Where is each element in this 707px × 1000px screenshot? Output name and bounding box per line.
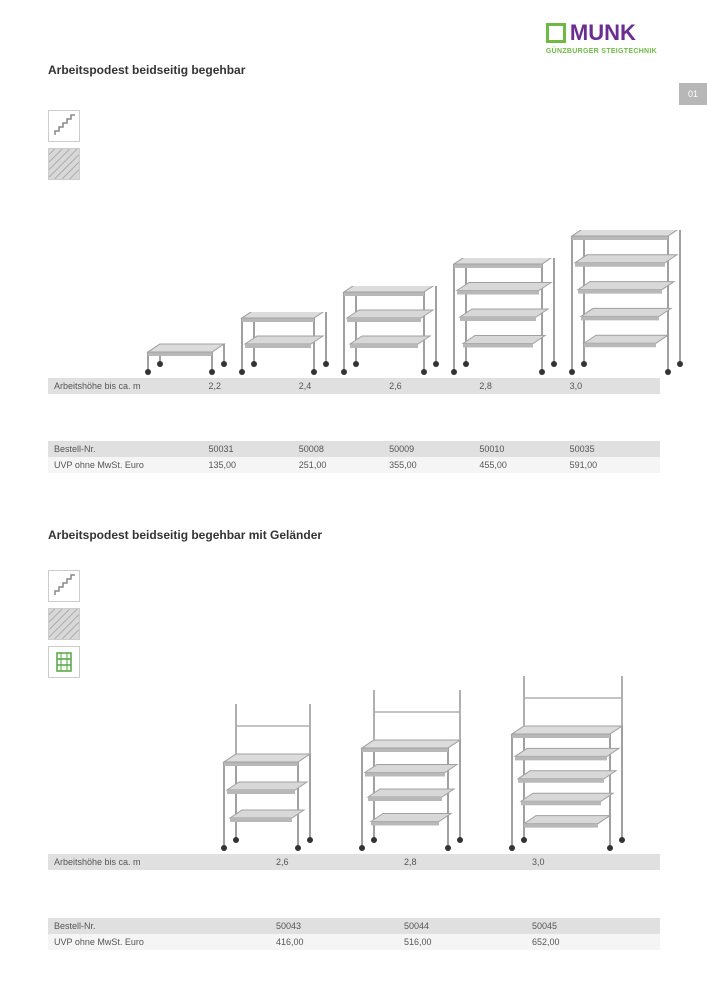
table-cell: 50010: [479, 441, 569, 457]
table-cell: 2,8: [479, 378, 569, 394]
stair-icon: [48, 110, 80, 142]
stair-icon: [48, 570, 80, 602]
brand-header: MUNK GÜNZBURGER STEIGTECHNIK: [546, 20, 657, 55]
table-cell: 3,0: [532, 854, 660, 870]
table-cell: 50043: [276, 918, 404, 934]
product-image: [358, 690, 464, 852]
table-cell: 2,6: [389, 378, 479, 394]
table-label: Arbeitshöhe bis ca. m: [48, 378, 209, 394]
table-cell: 2,4: [299, 378, 389, 394]
product-image: [340, 286, 440, 376]
table-cell: 416,00: [276, 934, 404, 950]
product-image: [220, 704, 314, 852]
page-number: 01: [679, 83, 707, 105]
table-cell: 2,6: [276, 854, 404, 870]
table-cell: 50009: [389, 441, 479, 457]
brand-logo: MUNK: [546, 20, 657, 46]
table-label: UVP ohne MwSt. Euro: [48, 457, 209, 473]
table-cell: 591,00: [570, 457, 660, 473]
table-label: Bestell-Nr.: [48, 918, 276, 934]
table-cell: 355,00: [389, 457, 479, 473]
section1-table-top: Arbeitshöhe bis ca. m 2,2 2,4 2,6 2,8 3,…: [48, 378, 660, 394]
brand-subline: GÜNZBURGER STEIGTECHNIK: [546, 48, 657, 55]
product-image: [568, 230, 684, 376]
section1-icons: [48, 110, 80, 186]
table-cell: 2,8: [404, 854, 532, 870]
table-label: UVP ohne MwSt. Euro: [48, 934, 276, 950]
product-image: [508, 676, 626, 852]
section1-products: [144, 216, 684, 376]
table-cell: 455,00: [479, 457, 569, 473]
brand-name: MUNK: [570, 20, 636, 46]
section2-table-top: Arbeitshöhe bis ca. m 2,6 2,8 3,0: [48, 854, 660, 870]
table-label: Arbeitshöhe bis ca. m: [48, 854, 276, 870]
section2-icons: [48, 570, 80, 684]
table-cell: 50045: [532, 918, 660, 934]
product-image: [450, 258, 558, 376]
section1-table-bottom: Bestell-Nr. 50031 50008 50009 50010 5003…: [48, 441, 660, 473]
logo-square-icon: [546, 23, 566, 43]
table-cell: 50044: [404, 918, 532, 934]
table-cell: 652,00: [532, 934, 660, 950]
section1-title: Arbeitspodest beidseitig begehbar: [48, 63, 245, 77]
table-label: Bestell-Nr.: [48, 441, 209, 457]
table-cell: 50031: [209, 441, 299, 457]
table-cell: 251,00: [299, 457, 389, 473]
table-cell: 50035: [570, 441, 660, 457]
table-cell: 2,2: [209, 378, 299, 394]
table-cell: 50008: [299, 441, 389, 457]
guardrail-icon: [48, 646, 80, 678]
table-cell: 135,00: [209, 457, 299, 473]
table-cell: 3,0: [570, 378, 660, 394]
section2-title: Arbeitspodest beidseitig begehbar mit Ge…: [48, 528, 322, 542]
diamond-plate-icon: [48, 608, 80, 640]
section2-table-bottom: Bestell-Nr. 50043 50044 50045 UVP ohne M…: [48, 918, 660, 950]
diamond-plate-icon: [48, 148, 80, 180]
section2-products: [220, 682, 626, 852]
product-image: [238, 312, 330, 376]
table-cell: 516,00: [404, 934, 532, 950]
product-image: [144, 338, 228, 376]
